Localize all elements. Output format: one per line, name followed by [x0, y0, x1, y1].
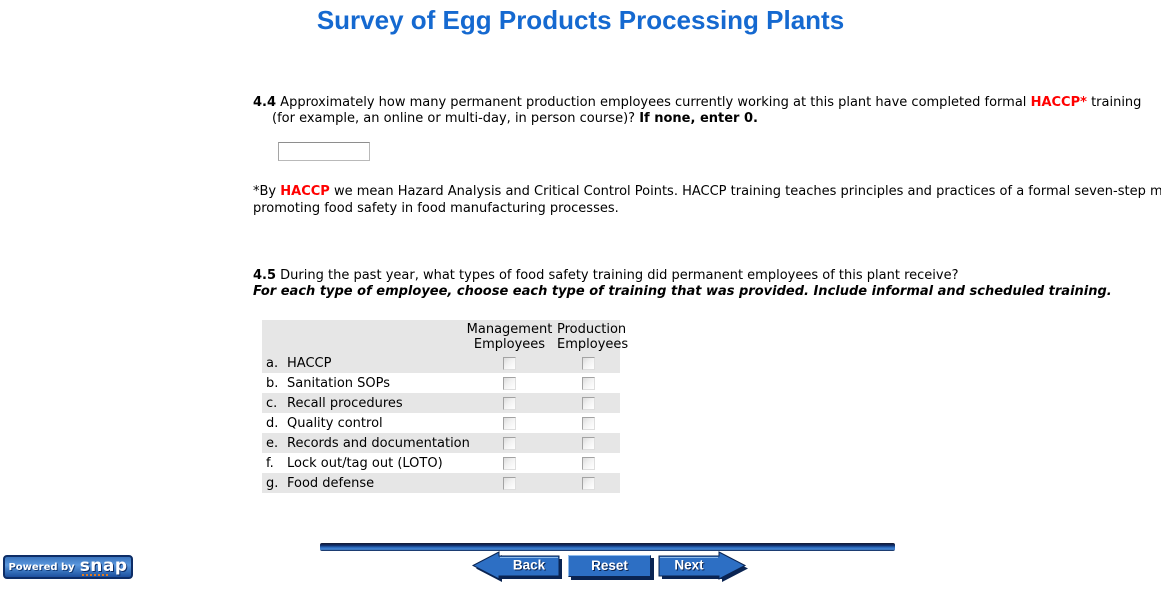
question-4-5-line1: 4.5 During the past year, what types of … [253, 268, 1112, 284]
checkbox-quality-control-management[interactable] [503, 416, 516, 430]
checkbox-records-documentation-management[interactable] [503, 436, 516, 450]
table-row-a: a. HACCP [262, 353, 620, 373]
question-4-4-line2: (for example, an online or multi-day, in… [253, 111, 1141, 127]
checkbox-sanitation-sops-production[interactable] [582, 376, 595, 390]
row-letter: g. [266, 475, 279, 491]
row-letter: c. [266, 395, 278, 411]
checkbox-quality-control-production[interactable] [582, 416, 595, 430]
checkbox-haccp-production[interactable] [582, 356, 595, 370]
nav-divider-bar [320, 543, 895, 551]
snap-logo: snap [79, 556, 128, 576]
haccp-term: HACCP* [1030, 95, 1087, 110]
footnote-text: we mean Hazard Analysis and Critical Con… [333, 184, 1161, 199]
row-label: Quality control [287, 415, 383, 431]
reset-button[interactable]: Reset [568, 555, 651, 577]
row-label: Food defense [287, 475, 375, 491]
row-letter: e. [266, 435, 279, 451]
next-button-label: Next [674, 558, 704, 573]
table-header-row: Management Employees Production Employee… [262, 320, 629, 353]
back-button-label: Back [513, 558, 546, 573]
table-row-f: f. Lock out/tag out (LOTO) [262, 453, 620, 473]
checkbox-loto-management[interactable] [503, 456, 516, 470]
powered-by-snap-badge[interactable]: Powered by snap [3, 555, 133, 579]
question-4-4: 4.4 Approximately how many permanent pro… [253, 95, 1141, 127]
haccp-footnote: *By HACCP we mean Hazard Analysis and Cr… [253, 183, 1161, 217]
haccp-term-footnote: HACCP [280, 184, 330, 199]
row-label: Recall procedures [287, 395, 403, 411]
question-4-5-instruction: For each type of employee, choose each t… [253, 284, 1112, 299]
row-label: Lock out/tag out (LOTO) [287, 455, 443, 471]
checkbox-haccp-management[interactable] [503, 356, 516, 370]
checkbox-recall-procedures-production[interactable] [582, 396, 595, 410]
question-text: Approximately how many permanent product… [280, 95, 1027, 110]
back-button[interactable]: Back Back [472, 551, 564, 583]
employee-count-input[interactable] [278, 142, 370, 161]
footnote-line2: promoting food safety in food manufactur… [253, 201, 619, 216]
question-text-end: training [1091, 95, 1142, 110]
table-row-b: b. Sanitation SOPs [262, 373, 620, 393]
footnote-prefix: *By [253, 184, 277, 199]
page-title: Survey of Egg Products Processing Plants [316, 5, 845, 35]
training-matrix-table: Management Employees Production Employee… [262, 320, 629, 493]
row-label: Sanitation SOPs [287, 375, 391, 391]
question-4-4-line1: 4.4 Approximately how many permanent pro… [253, 95, 1141, 111]
checkbox-recall-procedures-management[interactable] [503, 396, 516, 410]
question-number: 4.4 [253, 95, 277, 110]
question-text: During the past year, what types of food… [280, 268, 959, 283]
checkbox-food-defense-production[interactable] [582, 476, 595, 490]
checkbox-sanitation-sops-management[interactable] [503, 376, 516, 390]
powered-by-label: Powered by [8, 561, 75, 573]
checkbox-loto-production[interactable] [582, 456, 595, 470]
row-letter: d. [266, 415, 279, 431]
back-arrow-icon [472, 551, 560, 580]
next-button[interactable]: Next Next [654, 551, 750, 583]
table-row-d: d. Quality control [262, 413, 620, 433]
column-header-management-employees: Management Employees [466, 322, 553, 352]
if-none-note: If none, enter 0. [639, 111, 758, 126]
row-label: Records and documentation [287, 435, 470, 451]
table-row-e: e. Records and documentation [262, 433, 620, 453]
table-row-g: g. Food defense [262, 473, 620, 493]
row-letter: f. [266, 455, 274, 471]
question-number: 4.5 [253, 268, 277, 283]
svg-text:Back: Back [514, 559, 547, 574]
row-letter: b. [266, 375, 279, 391]
next-arrow-icon [658, 551, 747, 580]
column-header-production-employees: Production Employees [557, 322, 629, 352]
row-label: HACCP [287, 355, 332, 371]
table-row-c: c. Recall procedures [262, 393, 620, 413]
checkbox-food-defense-management[interactable] [503, 476, 516, 490]
row-letter: a. [266, 355, 279, 371]
svg-text:Next: Next [675, 559, 705, 574]
footnote-line1: *By HACCP we mean Hazard Analysis and Cr… [253, 183, 1161, 200]
checkbox-records-documentation-production[interactable] [582, 436, 595, 450]
question-4-5: 4.5 During the past year, what types of … [253, 268, 1112, 300]
question-text-2: (for example, an online or multi-day, in… [272, 111, 636, 126]
